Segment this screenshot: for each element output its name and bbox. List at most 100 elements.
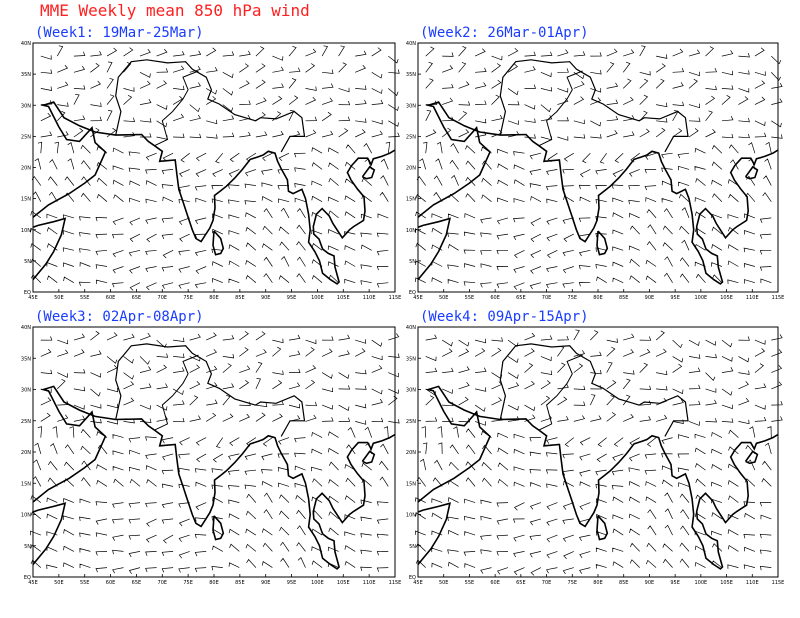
coastline — [596, 230, 609, 256]
lon-label: 45E — [413, 295, 423, 301]
lat-label: 40N — [406, 325, 416, 331]
map-panel: (Week4: 09Apr-15Apr) EQ 5N 10N 15N 20N 25N 30N 3… — [406, 309, 784, 586]
lon-label: 80E — [593, 580, 603, 586]
lat-label: 5N — [24, 544, 31, 550]
lon-label: 90E — [645, 295, 655, 301]
lon-label: 110E — [363, 580, 376, 586]
panel-title: (Week4: 09Apr-15Apr) — [420, 309, 589, 325]
lon-label: 90E — [645, 580, 655, 586]
border — [115, 343, 306, 437]
lon-label: 85E — [619, 295, 629, 301]
lat-label: 35N — [406, 356, 416, 362]
lat-label: EQ — [409, 290, 416, 296]
lon-label: 45E — [28, 295, 38, 301]
lat-label: 30N — [21, 388, 31, 394]
lat-label: 20N — [406, 450, 416, 456]
lon-label: 55E — [80, 580, 90, 586]
coastline — [32, 385, 396, 570]
lon-label: 65E — [516, 580, 526, 586]
figure-title: MME Weekly mean 850 hPa wind — [40, 1, 310, 20]
lat-label: 25N — [406, 134, 416, 140]
coastline — [32, 502, 67, 566]
lon-label: 55E — [465, 295, 475, 301]
lon-label: 100E — [695, 580, 708, 586]
lat-label: 25N — [21, 419, 31, 425]
lat-label: 30N — [406, 388, 416, 394]
lat-label: 10N — [21, 513, 31, 519]
lon-label: 75E — [568, 295, 578, 301]
lon-label: 75E — [183, 580, 193, 586]
lat-label: 5N — [409, 259, 416, 265]
lat-label: 5N — [409, 544, 416, 550]
lat-label: 10N — [406, 228, 416, 234]
lon-label: 80E — [209, 580, 219, 586]
lon-label: 60E — [106, 580, 116, 586]
lon-label: 95E — [670, 295, 680, 301]
coastline — [417, 502, 451, 566]
border — [499, 343, 689, 437]
lon-label: 95E — [670, 580, 680, 586]
lon-label: 110E — [746, 295, 759, 301]
lat-label: 20N — [21, 450, 31, 456]
lat-label: 40N — [406, 41, 416, 47]
map-panel: (Week2: 26Mar-01Apr) EQ 5N 10N 15N 20N 25N 30N 3… — [406, 25, 784, 301]
lon-label: 60E — [490, 295, 500, 301]
coastline — [212, 515, 225, 541]
lon-label: 50E — [54, 295, 64, 301]
lat-label: 15N — [21, 197, 31, 203]
border — [538, 70, 583, 147]
lon-label: 65E — [132, 580, 142, 586]
coastline — [32, 101, 396, 285]
lon-label: 60E — [490, 580, 500, 586]
border — [538, 354, 583, 431]
coastline — [744, 450, 759, 465]
border — [115, 59, 306, 153]
map-panel: (Week3: 02Apr-08Apr) EQ 5N 10N 15N 20N 25N 30N 3… — [21, 309, 401, 586]
lat-label: 10N — [406, 513, 416, 519]
lon-label: 80E — [593, 295, 603, 301]
panel-title: (Week3: 02Apr-08Apr) — [35, 309, 204, 325]
lon-label: 70E — [542, 295, 552, 301]
lon-label: 75E — [183, 295, 193, 301]
lon-label: 50E — [54, 580, 64, 586]
lon-label: 50E — [439, 580, 449, 586]
lon-label: 100E — [311, 295, 324, 301]
lon-label: 100E — [311, 580, 324, 586]
lon-label: 50E — [439, 295, 449, 301]
coastline — [417, 217, 451, 281]
coastline — [596, 515, 609, 541]
border — [154, 70, 199, 147]
lon-label: 65E — [132, 295, 142, 301]
lon-label: 55E — [465, 580, 475, 586]
lon-label: 55E — [80, 295, 90, 301]
coastline — [744, 165, 759, 180]
wind-barbs — [414, 45, 783, 290]
border — [499, 59, 689, 153]
lon-label: 70E — [158, 580, 168, 586]
lon-label: 100E — [695, 295, 708, 301]
lat-label: 35N — [21, 356, 31, 362]
lat-label: 35N — [21, 72, 31, 78]
map-panel: (Week1: 19Mar-25Mar) EQ 5N 10N 15N 20N 25N 30N 3… — [21, 25, 401, 301]
coastline — [32, 217, 67, 281]
lon-label: 115E — [389, 580, 402, 586]
lat-label: 30N — [21, 103, 31, 109]
lon-label: 95E — [287, 295, 297, 301]
lon-label: 45E — [28, 580, 38, 586]
lat-label: 25N — [406, 419, 416, 425]
border — [154, 354, 199, 431]
lat-label: 40N — [21, 325, 31, 331]
lat-label: 5N — [24, 259, 31, 265]
lon-label: 85E — [235, 580, 245, 586]
lon-label: 110E — [746, 580, 759, 586]
lat-label: 35N — [406, 72, 416, 78]
coastline — [361, 165, 376, 180]
lat-label: 15N — [406, 197, 416, 203]
lat-label: 20N — [21, 166, 31, 172]
lon-label: 105E — [720, 580, 733, 586]
lat-label: 10N — [21, 228, 31, 234]
lon-label: 95E — [287, 580, 297, 586]
lon-label: 85E — [235, 295, 245, 301]
coastline — [417, 385, 779, 570]
